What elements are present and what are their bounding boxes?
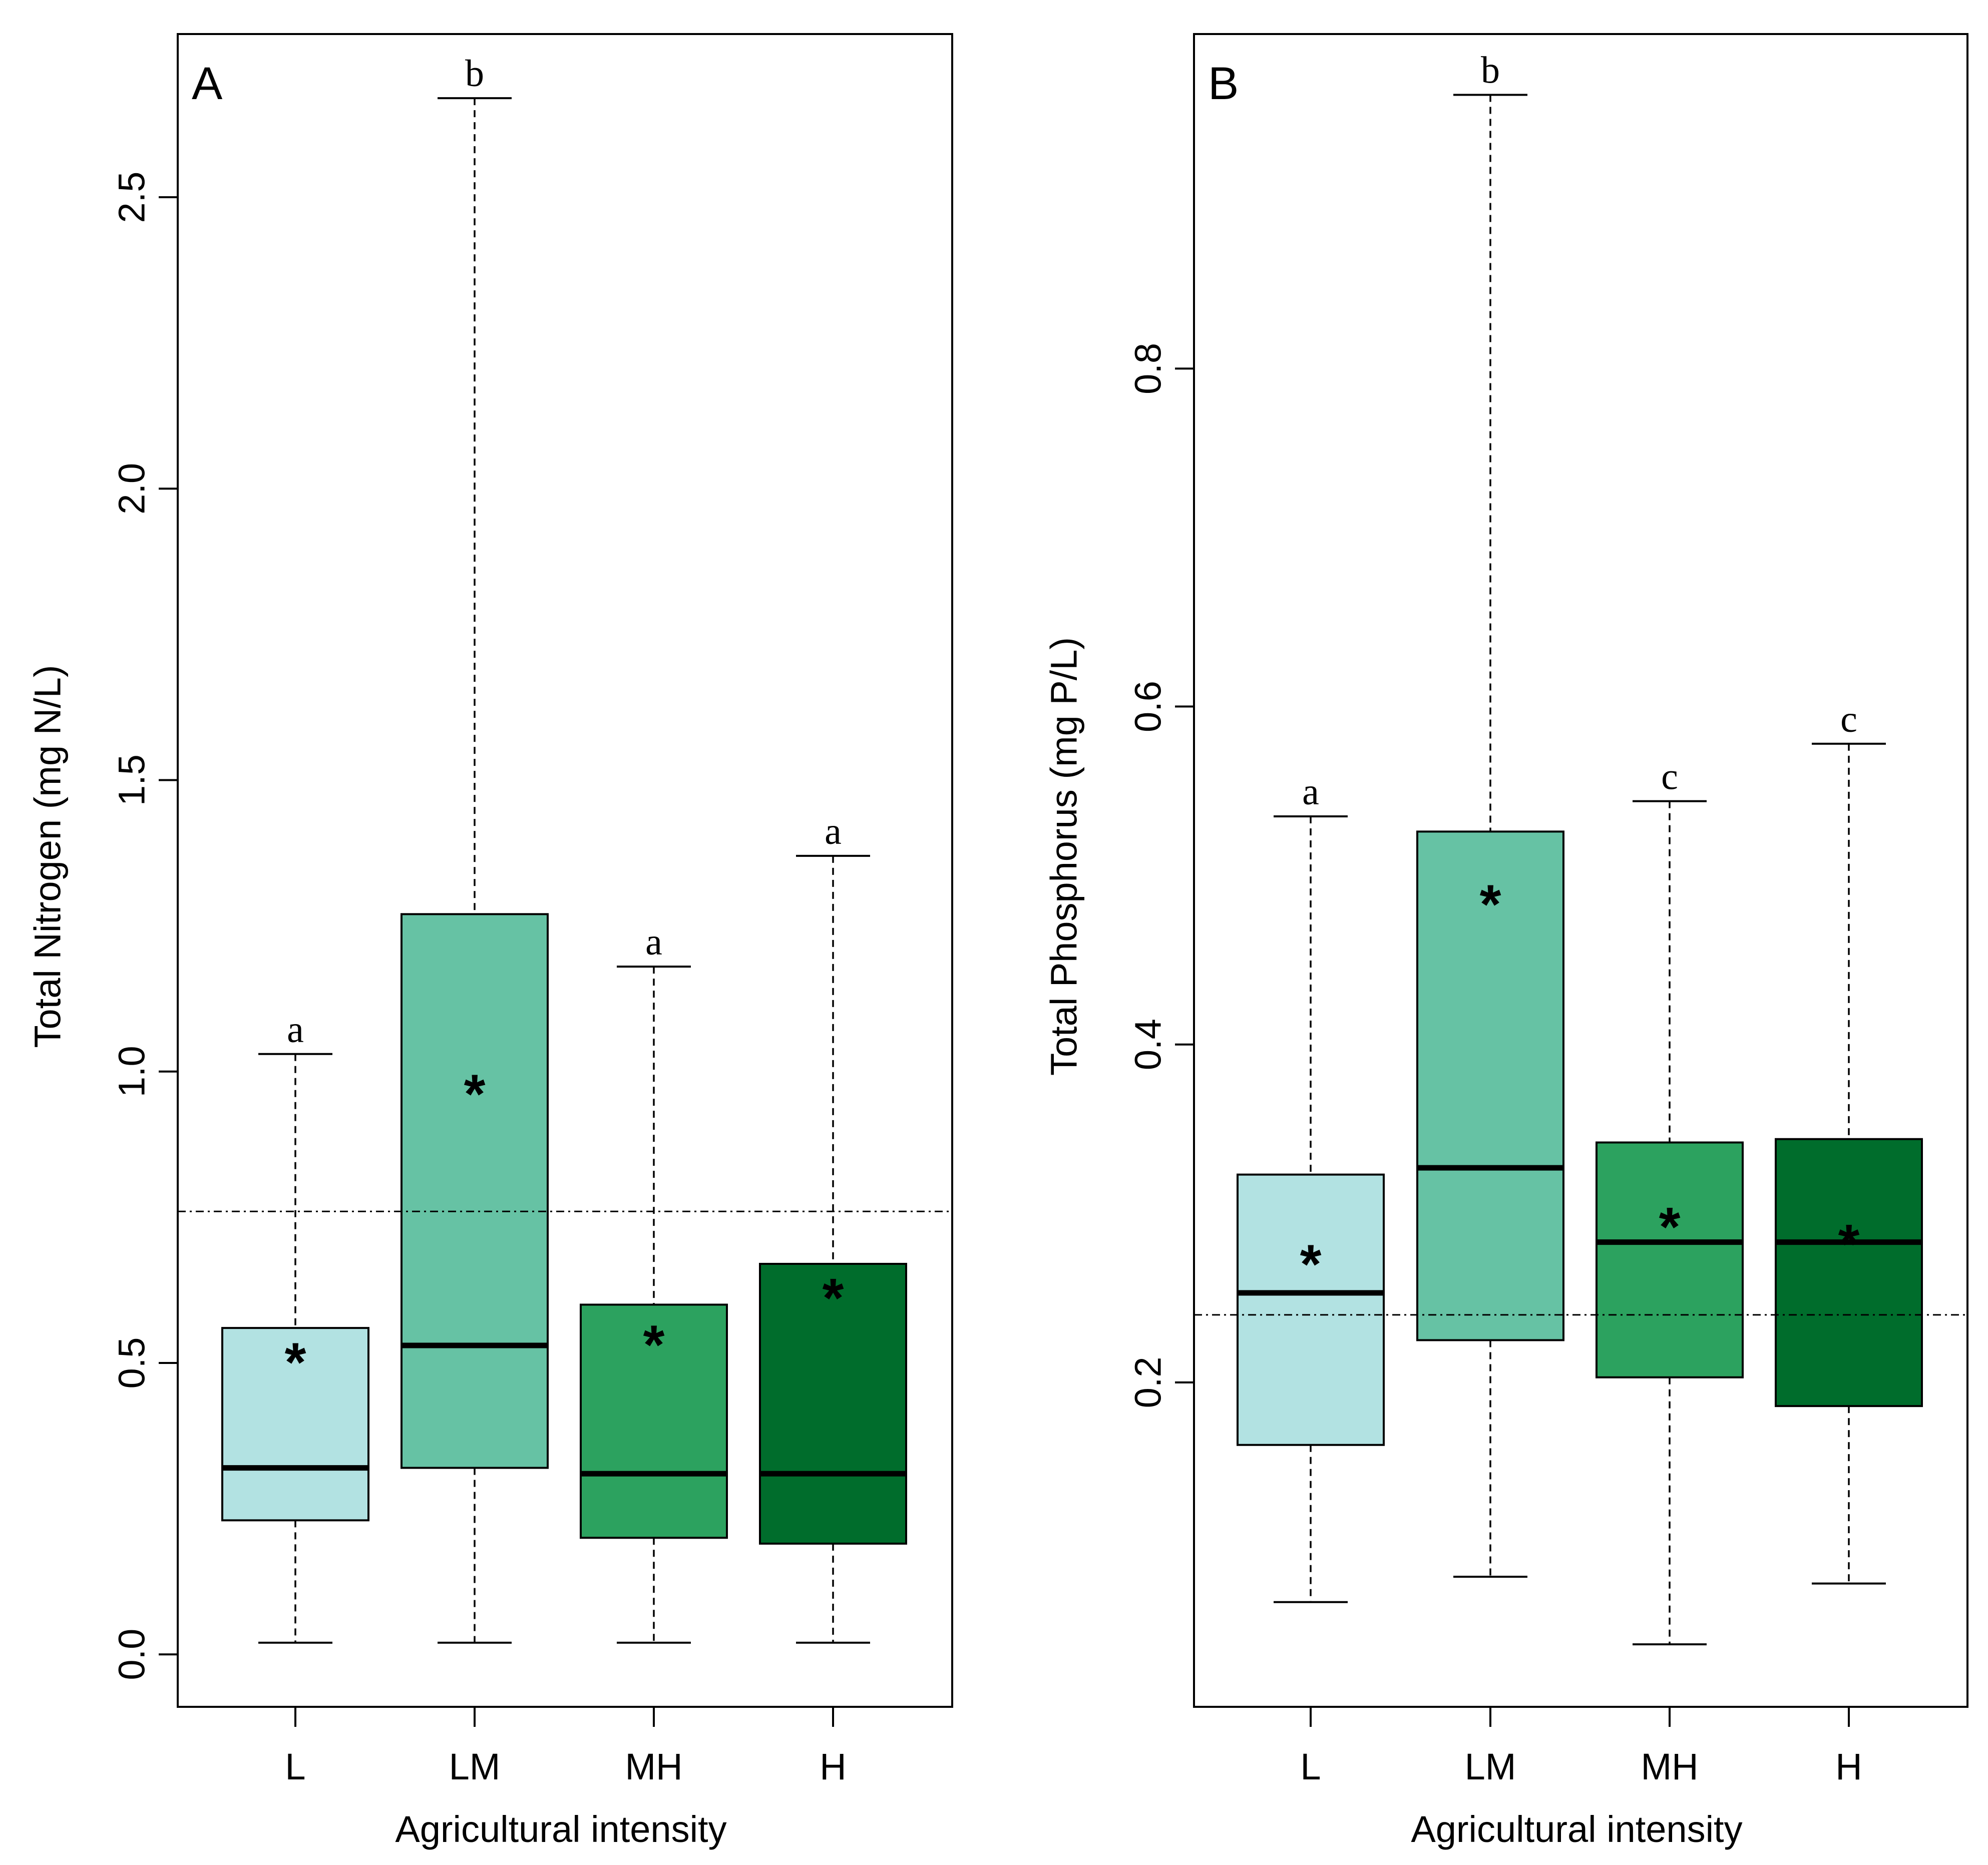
y-tick-label: 0.6 <box>1127 681 1169 732</box>
interquartile-box <box>1237 1173 1385 1446</box>
box-mh: * c MH <box>1596 756 1744 1787</box>
panel-b-total-phosphorus: B 0.2 0.4 0.6 0.8 Total Phosphorus (mg P/L) Ag… <box>1043 33 1968 1850</box>
y-axis-title: Total Nitrogen (mg N/L) <box>27 665 69 1048</box>
y-tick-label: 0.4 <box>1127 1019 1169 1070</box>
x-tick-label: H <box>820 1746 846 1787</box>
panel-a-total-nitrogen: A 0.0 0.5 1.0 1.5 2.0 2.5 Total Nitrogen (mg N/… <box>27 33 953 1850</box>
y-axis-title: Total Phosphorus (mg P/L) <box>1043 637 1085 1076</box>
interquartile-box <box>1775 1138 1923 1408</box>
y-tick-label: 2.0 <box>111 463 153 515</box>
mean-marker: * <box>464 1064 486 1125</box>
significance-letter: a <box>825 810 842 852</box>
panel-label: B <box>1208 58 1239 109</box>
x-tick-label: LM <box>449 1746 501 1787</box>
interquartile-box <box>580 1303 728 1539</box>
x-tick-label: MH <box>625 1746 682 1787</box>
interquartile-box <box>759 1263 907 1545</box>
y-tick-label: 1.0 <box>111 1046 153 1097</box>
plot-frame <box>177 33 953 1708</box>
mean-marker: * <box>1300 1233 1322 1295</box>
interquartile-box <box>401 913 549 1469</box>
mean-marker: * <box>823 1267 844 1329</box>
box-l: * a L <box>221 1009 369 1787</box>
mean-marker: * <box>1659 1196 1681 1258</box>
y-tick-label: 0.8 <box>1127 343 1169 394</box>
box-h: * c H <box>1775 698 1923 1787</box>
box-h: * a H <box>759 810 907 1787</box>
interquartile-box <box>1596 1141 1744 1378</box>
significance-letter: c <box>1661 756 1678 798</box>
x-tick-label: LM <box>1465 1746 1516 1787</box>
interquartile-box <box>221 1327 369 1522</box>
x-tick-label: L <box>285 1746 305 1787</box>
significance-letter: a <box>287 1009 304 1051</box>
mean-marker: * <box>1838 1213 1860 1275</box>
x-tick-label: H <box>1835 1746 1862 1787</box>
interquartile-box <box>1416 830 1564 1341</box>
y-tick-label: 0.0 <box>111 1629 153 1680</box>
box-lm: * b LM <box>1416 50 1564 1787</box>
y-tick-label: 2.5 <box>111 172 153 223</box>
x-tick-label: MH <box>1641 1746 1698 1787</box>
x-tick-label: L <box>1300 1746 1321 1787</box>
significance-letter: b <box>465 53 484 95</box>
y-tick-label: 0.5 <box>111 1337 153 1389</box>
significance-letter: a <box>1302 771 1319 813</box>
box-l: * a L <box>1237 771 1385 1787</box>
mean-marker: * <box>285 1331 306 1393</box>
x-axis-title: Agricultural intensity <box>1411 1808 1742 1850</box>
significance-letter: c <box>1840 698 1857 740</box>
box-lm: * b LM <box>401 53 549 1787</box>
x-axis-title: Agricultural intensity <box>395 1808 726 1850</box>
mean-marker: * <box>643 1314 665 1375</box>
significance-letter: a <box>645 921 662 963</box>
y-tick-label: 1.5 <box>111 754 153 806</box>
significance-letter: b <box>1481 50 1500 92</box>
box-mh: * a MH <box>580 921 728 1787</box>
plot-frame <box>1193 33 1968 1708</box>
panel-label: A <box>192 58 223 109</box>
y-tick-label: 0.2 <box>1127 1356 1169 1408</box>
mean-marker: * <box>1480 873 1501 935</box>
